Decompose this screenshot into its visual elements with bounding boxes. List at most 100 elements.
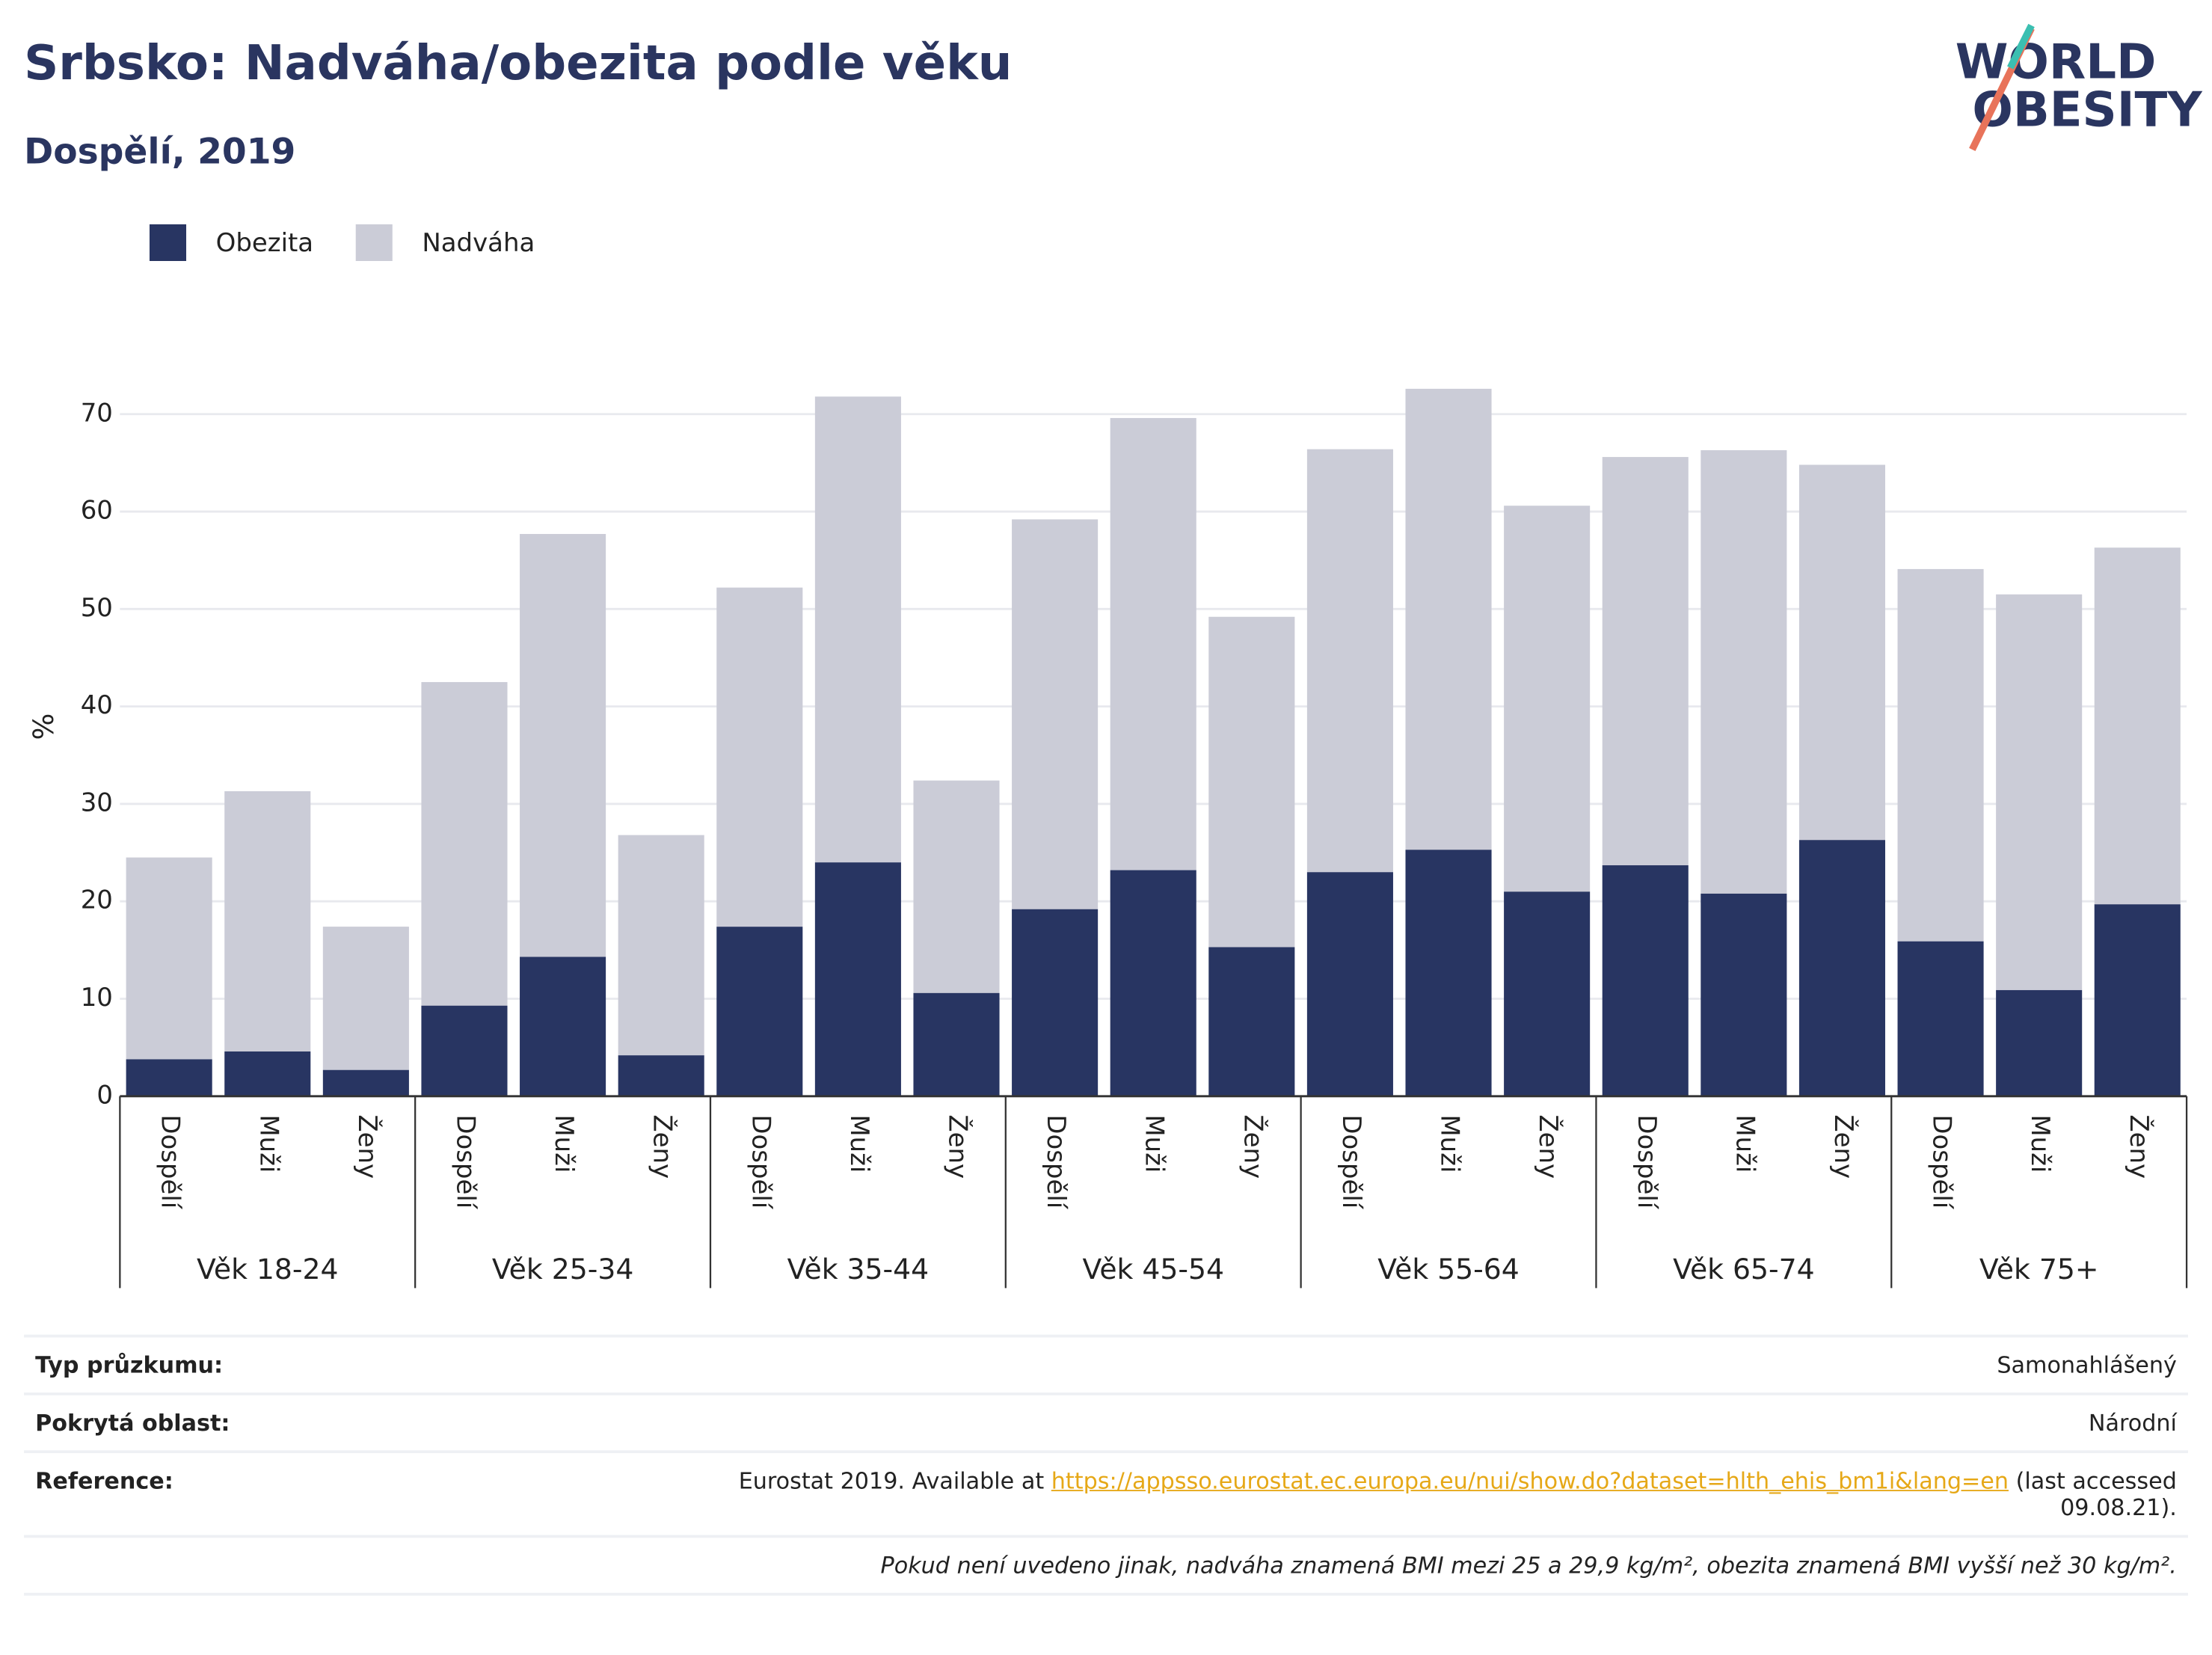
info-row: Pokrytá oblast: Národní	[24, 1392, 2188, 1450]
y-tick-label: 30	[81, 787, 113, 817]
y-tick-label: 40	[81, 690, 113, 720]
bar-segment	[814, 862, 901, 1096]
bar-segment	[2094, 904, 2181, 1096]
bar-segment	[224, 1051, 311, 1096]
info-table: Typ průzkumu: Samonahlášený Pokrytá oblas…	[24, 1334, 2188, 1596]
y-tick-label: 60	[81, 496, 113, 526]
x-tick-label: Muži	[844, 1114, 874, 1173]
y-tick-label: 10	[81, 983, 113, 1013]
x-tick-label: Muži	[2025, 1114, 2055, 1173]
y-tick-label: 0	[96, 1080, 113, 1110]
group-label: Věk 18-24	[197, 1253, 339, 1286]
bar-segment	[1012, 519, 1099, 909]
x-tick-label: Dospělí	[450, 1114, 480, 1209]
bar-segment	[520, 957, 606, 1096]
x-tick-label: Ženy	[1828, 1114, 1859, 1179]
x-tick-label: Dospělí	[1632, 1114, 1662, 1209]
group-label: Věk 35-44	[787, 1253, 930, 1286]
bar-segment	[716, 927, 803, 1096]
logo-text: WORLD	[1956, 34, 2157, 90]
chart-title: Srbsko: Nadváha/obezita podle věku	[24, 35, 1012, 91]
bar-segment	[322, 1069, 409, 1096]
bar-segment	[224, 790, 311, 1051]
bar-segment	[1110, 870, 1196, 1096]
bar-segment	[1208, 616, 1295, 948]
bar-segment	[618, 1055, 704, 1096]
reference-text: (last accessed 09.08.21).	[2015, 1467, 2177, 1521]
bar-segment	[1405, 388, 1492, 850]
bar-segment	[1897, 941, 1984, 1096]
bar-segment	[1798, 840, 1885, 1096]
y-tick-label: 70	[81, 398, 113, 428]
info-label: Typ průzkumu:	[35, 1351, 224, 1379]
info-row: Reference: Eurostat 2019. Available at ht…	[24, 1450, 2188, 1535]
bar-segment	[716, 587, 803, 927]
x-tick-label: Ženy	[943, 1114, 974, 1179]
legend-swatch	[355, 224, 393, 262]
legend-label: Nadváha	[422, 228, 535, 258]
reference-link[interactable]: https://appsso.eurostat.ec.europa.eu/nui…	[1051, 1467, 2009, 1494]
footnote: Pokud není uvedeno jinak, nadváha znamen…	[24, 1535, 2188, 1596]
x-tick-label: Ženy	[648, 1114, 678, 1179]
bar-segment	[1602, 865, 1689, 1096]
bar-segment	[1504, 506, 1591, 892]
info-value: Národní	[2088, 1409, 2177, 1437]
x-tick-label: Dospělí	[156, 1114, 185, 1209]
bar-segment	[913, 992, 1000, 1096]
bar-segment	[1996, 989, 2083, 1096]
x-tick-label: Muži	[1730, 1114, 1760, 1173]
logo-stroke	[2007, 23, 2035, 70]
y-tick-label: 20	[81, 885, 113, 915]
group-label: Věk 25-34	[492, 1253, 634, 1286]
x-tick-label: Muži	[549, 1114, 579, 1173]
reference-text: Eurostat 2019. Available at	[738, 1467, 1045, 1494]
bar-segment	[1897, 568, 1984, 942]
bar-segment	[1306, 449, 1393, 873]
info-row: Typ průzkumu: Samonahlášený	[24, 1334, 2188, 1393]
bar-segment	[1405, 850, 1492, 1096]
group-label: Věk 75+	[1979, 1253, 2099, 1286]
bar-segment	[1504, 891, 1591, 1096]
legend-label: Obezita	[216, 228, 313, 258]
logo-text: OBESITY	[1972, 82, 2203, 138]
x-tick-label: Dospělí	[1927, 1114, 1957, 1209]
bar-segment	[1012, 909, 1099, 1096]
x-tick-label: Ženy	[1238, 1114, 1268, 1179]
y-axis-label: %	[27, 713, 60, 740]
info-label: Pokrytá oblast:	[35, 1409, 230, 1437]
info-label: Reference:	[35, 1467, 173, 1494]
bar-segment	[1701, 449, 1787, 894]
bar-segment	[1798, 464, 1885, 841]
x-tick-label: Dospělí	[1336, 1114, 1366, 1209]
x-tick-label: Dospělí	[1041, 1114, 1071, 1209]
bar-segment	[1996, 594, 2083, 990]
bar-segment	[126, 857, 212, 1060]
bar-segment	[1208, 947, 1295, 1096]
x-tick-label: Ženy	[352, 1114, 383, 1179]
group-label: Věk 55-64	[1377, 1253, 1520, 1286]
bar-segment	[1602, 457, 1689, 866]
info-value: Eurostat 2019. Available at https://apps…	[625, 1467, 2177, 1521]
bar-segment	[126, 1059, 212, 1096]
x-tick-label: Ženy	[2124, 1114, 2154, 1179]
chart: Srbsko: Nadváha/obezita podle věku Dospě…	[24, 23, 2203, 1289]
x-tick-label: Muži	[1140, 1114, 1170, 1173]
group-label: Věk 65-74	[1673, 1253, 1815, 1286]
bar-segment	[322, 927, 409, 1070]
info-value: Samonahlášený	[1997, 1351, 2177, 1379]
bar-segment	[1110, 417, 1196, 871]
bar-segment	[1306, 872, 1393, 1096]
bar-segment	[814, 396, 901, 863]
chart-subtitle: Dospělí, 2019	[24, 132, 295, 173]
x-tick-label: Dospělí	[746, 1114, 775, 1209]
y-tick-label: 50	[81, 593, 113, 623]
bar-segment	[421, 1005, 508, 1096]
bar-segment	[2094, 547, 2181, 905]
bar-segment	[520, 534, 606, 957]
bar-segment	[421, 682, 508, 1006]
bar-segment	[913, 780, 1000, 993]
x-tick-label: Muži	[254, 1114, 283, 1173]
x-tick-label: Muži	[1435, 1114, 1465, 1173]
bar-segment	[1701, 893, 1787, 1096]
